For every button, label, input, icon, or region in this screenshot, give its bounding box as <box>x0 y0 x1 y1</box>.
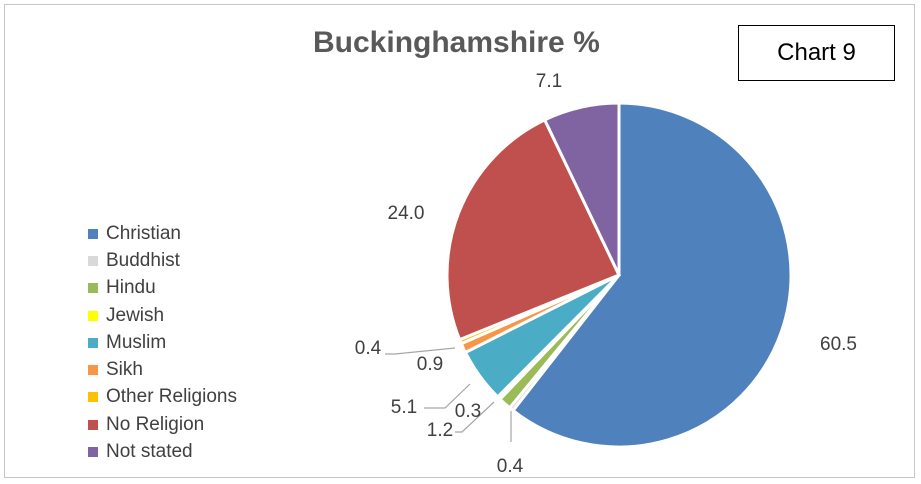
data-label-muslim: 5.1 <box>391 397 417 418</box>
data-label-jewish: 0.3 <box>455 401 481 422</box>
legend-label: Jewish <box>106 304 165 326</box>
pie-slice-christian <box>510 101 793 449</box>
legend-item-muslim: Muslim <box>88 329 237 356</box>
legend-item-jewish: Jewish <box>88 302 237 329</box>
leader-line-other-religions <box>385 347 456 355</box>
leader-line-hindu <box>455 401 495 433</box>
legend-label: Sikh <box>106 359 143 381</box>
data-label-buddhist: 0.4 <box>497 456 524 477</box>
legend-label: Christian <box>106 222 181 244</box>
data-label-not-stated: 7.1 <box>536 71 562 92</box>
legend-label: No Religion <box>106 413 205 435</box>
legend-item-hindu: Hindu <box>88 275 237 302</box>
legend-swatch <box>88 365 98 376</box>
legend-label: Buddhist <box>106 249 180 271</box>
legend-swatch <box>88 310 98 321</box>
chart-title: Buckinghamshire % <box>313 26 600 59</box>
legend-label: Muslim <box>106 331 167 353</box>
legend-swatch <box>88 337 98 348</box>
data-label-christian: 60.5 <box>820 334 857 355</box>
legend-swatch <box>88 255 98 266</box>
legend-item-sikh: Sikh <box>88 356 237 383</box>
legend-swatch <box>88 228 98 239</box>
legend-label: Not stated <box>106 441 193 463</box>
legend-label: Hindu <box>106 277 156 299</box>
legend-item-christian: Christian <box>88 220 237 247</box>
pie-slice-not-stated <box>542 101 621 276</box>
legend-label: Other Religions <box>106 386 237 408</box>
data-label-other-religions: 0.4 <box>355 338 382 359</box>
legend-item-not-stated: Not stated <box>88 438 237 465</box>
legend-item-other-religions: Other Religions <box>88 384 237 411</box>
data-label-sikh: 0.9 <box>417 354 443 375</box>
legend-swatch <box>88 419 98 430</box>
legend-item-no-religion: No Religion <box>88 411 237 438</box>
legend-swatch <box>88 392 98 403</box>
pie-slice-no-religion <box>445 117 622 342</box>
legend-swatch <box>88 447 98 458</box>
legend-item-buddhist: Buddhist <box>88 247 237 274</box>
chart-number-label: Chart 9 <box>777 39 856 66</box>
legend-swatch <box>88 283 98 294</box>
data-label-hindu: 1.2 <box>427 420 453 441</box>
data-label-no-religion: 24.0 <box>388 203 425 224</box>
leader-line-muslim <box>424 383 471 409</box>
chart-number-box: Chart 9 <box>738 25 895 81</box>
legend: Christian Buddhist Hindu Jewish Muslim S… <box>88 220 237 466</box>
